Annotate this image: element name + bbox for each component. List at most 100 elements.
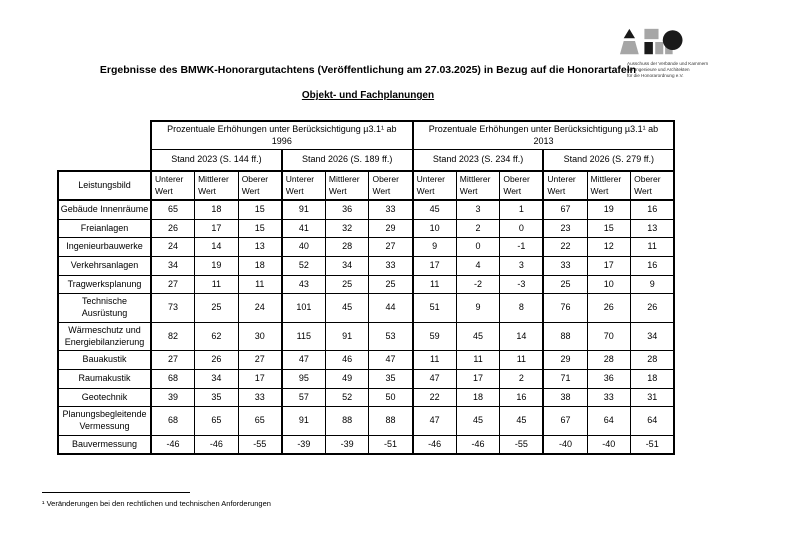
value-cell: 25	[324, 274, 370, 295]
value-cell: 45	[324, 293, 370, 323]
value-cell: 19	[194, 256, 239, 276]
group-header-2013: Prozentuale Erhöhungen unter Berücksicht…	[411, 120, 676, 151]
value-cell: -39	[324, 434, 370, 456]
value-cell: 14	[194, 237, 239, 258]
value-cell: 16	[630, 256, 676, 276]
row-label: Gebäude Innenräume	[57, 199, 152, 220]
value-cell: -55	[499, 434, 544, 456]
value-cell: 18	[630, 368, 676, 389]
table-row: Tragwerksplanung 27 11 11 43 25 25 11 -2 -3 25 10 9	[57, 274, 676, 295]
value-cell: -46	[411, 434, 457, 456]
value-cell: 33	[542, 256, 588, 276]
value-cell: 30	[237, 321, 283, 352]
group-header-1996: Prozentuale Erhöhungen unter Berücksicht…	[150, 120, 414, 151]
value-cell: 95	[280, 368, 326, 389]
value-cell: 50	[368, 387, 414, 408]
value-cell: 91	[324, 321, 370, 352]
value-cell: 11	[411, 350, 457, 370]
value-cell: 34	[194, 368, 239, 389]
value-cell: 64	[630, 406, 676, 436]
value-cell: -40	[542, 434, 588, 456]
value-cell: 16	[630, 199, 676, 220]
value-cell: 34	[630, 321, 676, 352]
value-cell: 13	[237, 237, 283, 258]
value-cell: 10	[411, 218, 457, 239]
value-cell: 40	[280, 237, 326, 258]
value-cell: 24	[150, 237, 196, 258]
value-cell: 17	[194, 218, 239, 239]
value-cell: 59	[411, 321, 457, 352]
row-label: Freianlagen	[57, 218, 152, 239]
value-cell: 22	[411, 387, 457, 408]
value-cell: 36	[324, 199, 370, 220]
stand-header-2023-144: Stand 2023 (S. 144 ff.)	[150, 149, 283, 172]
value-cell: 12	[586, 237, 632, 258]
value-cell: 53	[368, 321, 414, 352]
value-cell: 0	[499, 218, 544, 239]
value-cell: 68	[150, 368, 196, 389]
value-cell: 76	[542, 293, 588, 323]
table-row: Technische Ausrüstung 73 25 24 101 45 44 51 9 8 76…	[57, 293, 676, 323]
value-cell: 73	[150, 293, 196, 323]
row-label: Tragwerksplanung	[57, 274, 152, 295]
value-cell: 47	[280, 350, 326, 370]
table-row: Gebäude Innenräume 65 18 15 91 36 33 45 3 1 67 19 16	[57, 199, 676, 220]
corner-spacer	[58, 121, 151, 150]
stand-header-row: Stand 2023 (S. 144 ff.) Stand 2026 (S. 1…	[58, 149, 676, 172]
value-cell: 18	[455, 387, 501, 408]
value-cell: 35	[194, 387, 239, 408]
value-cell: 17	[455, 368, 501, 389]
col-header-unterer-wert: Unterer Wert	[542, 170, 588, 201]
value-cell: 57	[280, 387, 326, 408]
value-cell: 11	[237, 274, 283, 295]
results-table: Prozentuale Erhöhungen unter Berücksicht…	[57, 120, 676, 456]
value-cell: 70	[586, 321, 632, 352]
value-cell: 33	[237, 387, 283, 408]
value-cell: 45	[455, 406, 501, 436]
value-cell: 41	[280, 218, 326, 239]
col-header-unterer-wert: Unterer Wert	[150, 170, 196, 201]
value-cell: -3	[499, 274, 544, 295]
page-subtitle: Objekt- und Fachplanungen	[301, 90, 435, 101]
value-cell: 47	[411, 368, 457, 389]
value-cell: 67	[542, 199, 588, 220]
value-cell: 47	[368, 350, 414, 370]
value-cell: 88	[542, 321, 588, 352]
value-cell: 25	[542, 274, 588, 295]
value-cell: 23	[542, 218, 588, 239]
value-cell: 32	[324, 218, 370, 239]
col-header-mittlerer-wert: Mittlerer Wert	[586, 170, 632, 201]
value-cell: 51	[411, 293, 457, 323]
footnote-divider	[42, 492, 190, 493]
value-cell: 26	[194, 350, 239, 370]
value-cell: 18	[237, 256, 283, 276]
value-cell: 9	[411, 237, 457, 258]
value-cell: 45	[499, 406, 544, 436]
value-cell: 43	[280, 274, 326, 295]
page-title: Ergebnisse des BMWK-Honorargutachtens (V…	[99, 64, 637, 76]
row-label: Ingenieurbauwerke	[57, 237, 152, 258]
value-cell: 65	[150, 199, 196, 220]
col-header-mittlerer-wert: Mittlerer Wert	[324, 170, 370, 201]
value-cell: 101	[280, 293, 326, 323]
table-row: Ingenieurbauwerke 24 14 13 40 28 27 9 0 -1 22 12 11	[57, 237, 676, 258]
value-cell: 13	[630, 218, 676, 239]
table-row: Freianlagen 26 17 15 41 32 29 10 2 0 23 15 13	[57, 218, 676, 239]
value-cell: -51	[630, 434, 676, 456]
value-cell: -46	[455, 434, 501, 456]
table-row: Planungsbegleitende Vermessung 68 65 65 91 88…	[57, 406, 676, 436]
value-cell: 17	[237, 368, 283, 389]
value-cell: 3	[499, 256, 544, 276]
stand-header-2026-189: Stand 2026 (S. 189 ff.)	[280, 149, 414, 172]
row-label: Verkehrsanlagen	[57, 256, 152, 276]
stand-header-2023-234: Stand 2023 (S. 234 ff.)	[411, 149, 544, 172]
table-body: Gebäude Innenräume 65 18 15 91 36 33 45 3 1 67 19 16…	[57, 199, 676, 456]
value-cell: 26	[586, 293, 632, 323]
value-cell: 17	[411, 256, 457, 276]
value-cell: 38	[542, 387, 588, 408]
value-cell: 88	[368, 406, 414, 436]
value-cell: -2	[455, 274, 501, 295]
value-cell: 82	[150, 321, 196, 352]
value-cell: 28	[586, 350, 632, 370]
value-cell: 15	[237, 218, 283, 239]
